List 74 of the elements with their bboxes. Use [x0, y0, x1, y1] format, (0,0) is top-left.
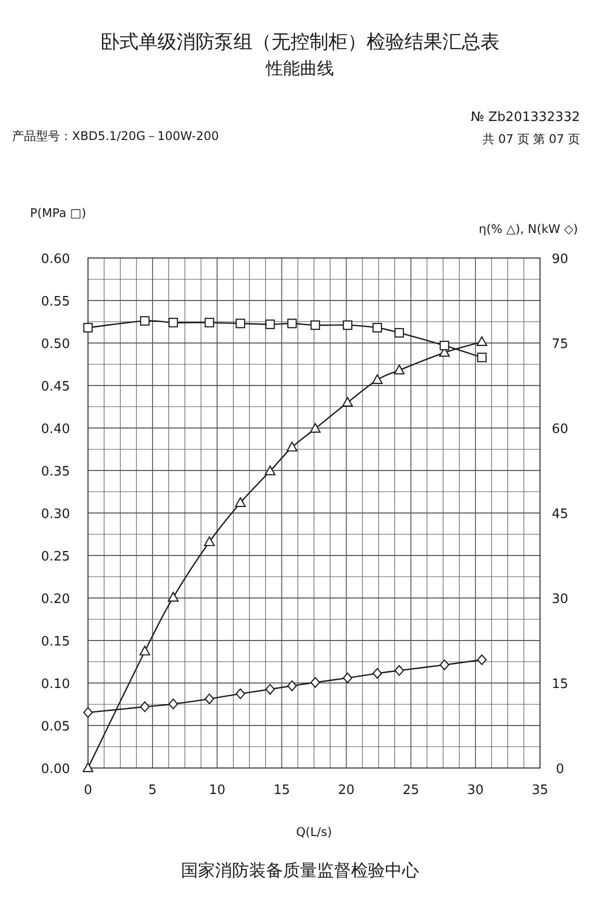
point — [310, 677, 320, 688]
point — [372, 668, 382, 679]
y-tick-label: 0.60 — [41, 252, 70, 267]
point — [265, 684, 275, 695]
point — [287, 318, 297, 328]
point — [140, 316, 150, 326]
y2-tick-label: 60 — [552, 422, 568, 437]
y2-tick-label: 90 — [552, 252, 568, 267]
annotation: 产品型号：XBD5.1/20G－100W-200 — [12, 129, 219, 143]
point — [342, 320, 352, 330]
y2-tick-label: 15 — [552, 677, 568, 692]
point — [477, 352, 487, 362]
y-tick-label: 0.55 — [41, 294, 70, 310]
point — [342, 672, 352, 684]
x-tick-label: 30 — [467, 783, 484, 798]
point — [440, 340, 450, 350]
y-tick-label: 0.25 — [41, 550, 70, 564]
point — [342, 396, 353, 407]
x-tick-label: 25 — [402, 783, 420, 798]
point — [265, 320, 275, 330]
point — [83, 322, 93, 332]
x-tick-label: 0 — [84, 783, 92, 798]
point — [236, 688, 246, 700]
point — [83, 707, 93, 718]
point — [139, 646, 150, 656]
point — [286, 442, 298, 452]
x-tick-label: 20 — [338, 783, 355, 798]
point — [287, 680, 297, 692]
y2-tick-label: 30 — [552, 592, 568, 607]
point — [204, 318, 214, 328]
point — [477, 654, 487, 666]
y-tick-label: 0.35 — [41, 464, 70, 480]
point — [310, 423, 321, 433]
point — [140, 701, 150, 712]
point — [204, 536, 215, 546]
point — [168, 318, 178, 328]
subtitle: 性能曲线 — [266, 59, 334, 79]
point — [235, 497, 246, 507]
y-tick-label: 0.50 — [41, 337, 70, 352]
y-tick-label: 0.20 — [41, 592, 70, 607]
x-tick-label: 10 — [208, 783, 226, 798]
point — [394, 364, 405, 374]
xlabel: Q(L/s) — [296, 825, 332, 839]
y-tick-label: 0.00 — [41, 762, 70, 777]
point — [372, 374, 383, 384]
y2-tick-label: 75 — [552, 337, 568, 352]
point — [394, 665, 404, 676]
point — [168, 698, 178, 710]
point — [168, 592, 179, 602]
point — [372, 322, 382, 332]
point — [440, 660, 450, 670]
ylabel: P(MPa □) — [30, 206, 86, 220]
point — [394, 328, 404, 338]
y-tick-label: 0.45 — [41, 380, 70, 394]
x-tick-label: 15 — [273, 783, 290, 798]
point — [264, 466, 276, 476]
y2-tick-label: 45 — [552, 507, 568, 522]
annotation: 共 07 页 第 07 页 — [482, 132, 580, 146]
y2-tick-label: 0 — [556, 762, 564, 777]
annotation: № Zb201332332 — [470, 110, 580, 125]
y-tick-label: 0.10 — [41, 677, 70, 692]
y-tick-label: 0.15 — [41, 634, 70, 650]
y-tick-label: 0.05 — [41, 720, 70, 734]
point — [204, 694, 214, 704]
annotation: 国家消防装备质量监督检验中心 — [181, 861, 419, 881]
point — [310, 320, 320, 330]
y-tick-label: 0.40 — [41, 422, 70, 437]
x-tick-label: 5 — [148, 783, 157, 798]
y2label: η(% △), N(kW ◇) — [478, 222, 578, 236]
y-tick-label: 0.30 — [41, 507, 70, 522]
x-tick-label: 35 — [532, 783, 548, 798]
title: 卧式单级消防泵组（无控制柜）检验结果汇总表 — [100, 31, 500, 53]
point — [476, 336, 488, 346]
point — [236, 318, 246, 328]
